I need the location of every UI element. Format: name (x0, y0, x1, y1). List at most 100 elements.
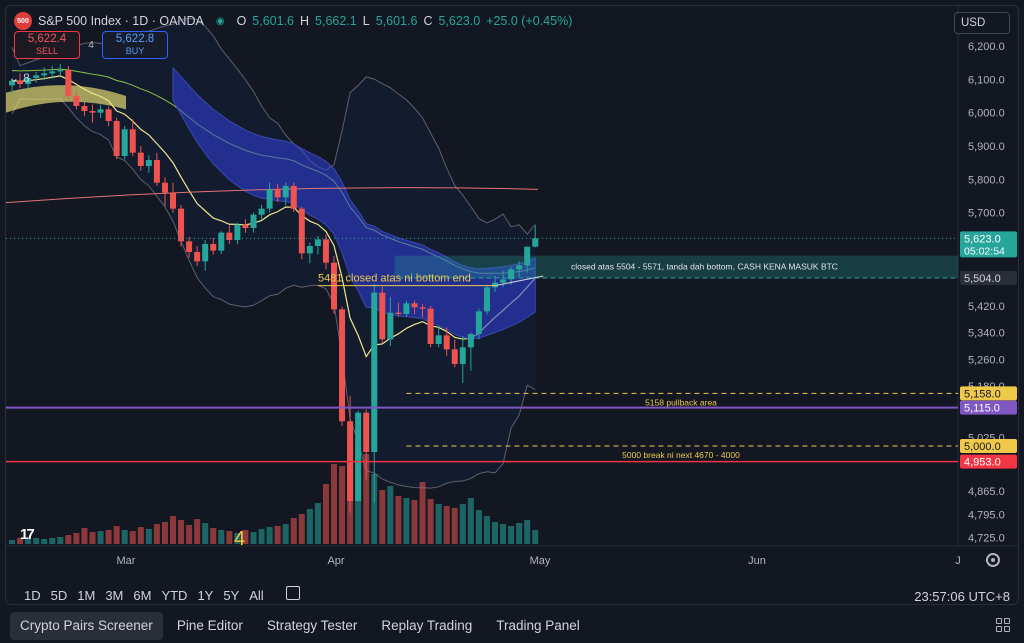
annotation-box-closed-atas (394, 255, 958, 278)
range-3m[interactable]: 3M (105, 588, 124, 603)
trade-buttons: 5,622.4 SELL 4 5,622.8 BUY (14, 31, 168, 59)
volume-bar (282, 524, 289, 544)
volume-bar (65, 535, 72, 544)
candle-body (435, 335, 442, 344)
tradingview-logo[interactable]: 17 (20, 526, 35, 543)
volume-bar (492, 522, 498, 544)
candle-body (395, 312, 402, 314)
volume-bar (161, 522, 168, 544)
volume-bar (475, 510, 482, 544)
volume-bar (314, 503, 321, 544)
ohlc-open-key: O (236, 14, 247, 28)
time-axis-label: Jun (748, 555, 766, 567)
buy-button[interactable]: 5,622.8 BUY (102, 31, 168, 59)
range-6m[interactable]: 6M (133, 588, 152, 603)
volume-bar (226, 531, 233, 544)
candle-body (363, 412, 370, 452)
level-4953-badge-bg (960, 454, 1017, 469)
annotation-text-closed-atas: closed atas 5504 - 5571, tanda dah botto… (571, 262, 838, 272)
sell-button[interactable]: 5,622.4 SELL (14, 31, 80, 59)
candle-body (483, 287, 490, 312)
candle-body (427, 308, 434, 344)
candle-body (153, 160, 160, 183)
price-axis-tick: 5,260.0 (968, 354, 1005, 366)
volume-bar (186, 525, 193, 544)
layout-grid-icon[interactable] (996, 618, 1010, 632)
volume-bar (153, 524, 160, 544)
ma-200-line (6, 187, 539, 204)
tab-pine-editor[interactable]: Pine Editor (176, 618, 243, 633)
clock-timezone[interactable]: 23:57:06 UTC+8 (914, 589, 1010, 604)
last-price-badge-countdown: 05:02:54 (964, 245, 1005, 257)
bollinger-band-fill (12, 18, 536, 489)
price-chart[interactable]: closed atas 5504 - 5571, tanda dah botto… (6, 6, 1018, 604)
symbol-logo-icon[interactable]: 500 (14, 12, 32, 30)
symbol-title[interactable]: S&P 500 Index · 1D · OANDA (38, 14, 204, 28)
range-ytd[interactable]: YTD (161, 588, 188, 603)
tab-crypto-pairs-screener[interactable]: Crypto Pairs Screener (10, 611, 163, 640)
volume-bar (516, 523, 523, 544)
candle-body (355, 412, 362, 501)
candle-body (17, 80, 24, 84)
tab-replay-trading[interactable]: Replay Trading (381, 618, 473, 633)
candle-body (186, 241, 193, 252)
bollinger-lower-line (11, 98, 536, 489)
candle-body (97, 109, 104, 113)
candle-body (314, 239, 321, 246)
tab-strategy-tester[interactable]: Strategy Tester (266, 618, 358, 633)
candle-body (266, 189, 273, 209)
level-5158-badge-bg (960, 386, 1017, 401)
price-axis-tick: 5,800.0 (968, 174, 1005, 186)
volume-bar (483, 516, 490, 544)
volume-bar (17, 538, 24, 544)
price-change: +25.0 (+0.45%) (486, 14, 573, 28)
currency-select[interactable]: USD (954, 12, 1010, 34)
candle-body (516, 265, 523, 270)
goto-date-icon[interactable] (286, 586, 300, 600)
annotation-text-bottom-end: 5481 closed atas ni bottom end (318, 273, 471, 285)
candle-body (524, 246, 531, 266)
volume-bar (89, 532, 96, 544)
spread-value: 4 (88, 39, 94, 51)
candle-body (9, 80, 15, 86)
bollinger-upper-line (11, 17, 536, 235)
volume-bar (451, 508, 458, 544)
level-5504-badge: 5,504.0 (964, 273, 1001, 285)
candle-body (161, 182, 168, 193)
level-5158-badge: 5,158.0 (964, 388, 1001, 400)
candle-body (81, 106, 88, 111)
gear-icon[interactable] (986, 553, 1000, 567)
candle-body (41, 73, 48, 76)
volume-bar (194, 519, 201, 544)
range-1d[interactable]: 1D (24, 588, 41, 603)
volume-bar (258, 529, 265, 544)
candle-body (258, 208, 265, 215)
volume-bar (298, 514, 305, 544)
volume-bar (331, 464, 337, 544)
candle-body (73, 96, 80, 106)
volume-bar (306, 509, 313, 544)
range-5d[interactable]: 5D (50, 588, 68, 603)
volume-bar (178, 520, 185, 544)
range-1y[interactable]: 1Y (197, 588, 214, 603)
range-1m[interactable]: 1M (77, 588, 96, 603)
chart-panel[interactable]: closed atas 5504 - 5571, tanda dah botto… (5, 5, 1019, 605)
price-axis-tick: 5,420.0 (968, 301, 1005, 313)
range-all[interactable]: All (249, 588, 264, 603)
buy-price: 5,622.8 (115, 33, 155, 45)
time-axis-label: May (530, 555, 551, 567)
drawing-number-label: 4 (234, 528, 246, 550)
time-axis-label: J (955, 555, 961, 567)
indicator-legend-toggle[interactable]: ⌄ 8 (9, 71, 30, 85)
volume-bar (33, 538, 40, 544)
price-axis-tick: 4,795.0 (968, 509, 1005, 521)
candle-body (242, 224, 249, 228)
ohlc-close-key: C (423, 14, 433, 28)
range-5y[interactable]: 5Y (223, 588, 240, 603)
volume-bar (419, 482, 426, 544)
level-4953-badge: 4,953.0 (964, 457, 1001, 469)
volume-bar (371, 474, 378, 544)
candle-body (121, 129, 128, 156)
candle-body (65, 70, 72, 96)
tab-trading-panel[interactable]: Trading Panel (496, 618, 580, 633)
